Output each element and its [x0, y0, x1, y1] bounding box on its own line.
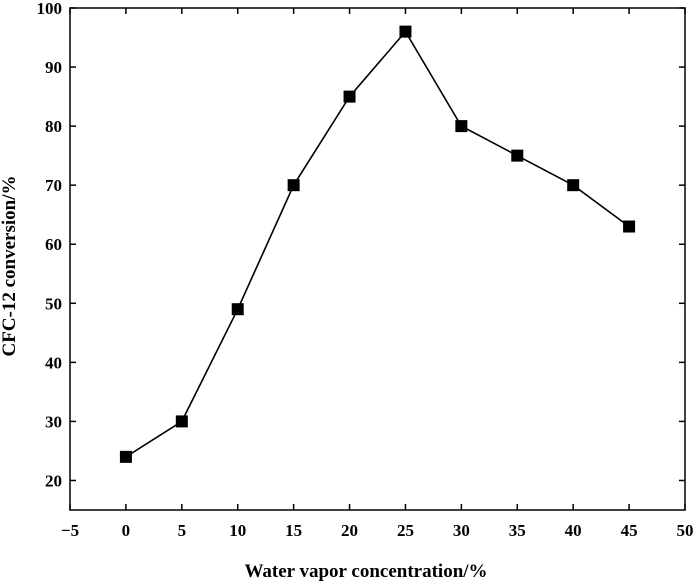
x-tick-label: 40	[565, 521, 582, 540]
x-axis-title: Water vapor concentration/%	[244, 561, 487, 582]
x-tick-label: 50	[677, 521, 694, 540]
x-tick-label: 25	[397, 521, 414, 540]
y-tick-label: 20	[45, 471, 62, 490]
data-point-marker	[287, 179, 300, 192]
series-markers	[119, 25, 636, 463]
x-tick-label: 5	[178, 521, 187, 540]
data-point-marker	[455, 120, 468, 133]
x-tick-label: −5	[61, 521, 79, 540]
x-tick-label: 45	[621, 521, 638, 540]
x-tick-label: 0	[122, 521, 131, 540]
x-axis: −5 0 5 10 15 20 25 30 35 40 45 50	[61, 8, 694, 540]
data-point-marker	[119, 450, 132, 463]
x-tick-label: 35	[509, 521, 526, 540]
x-tick-label: 15	[285, 521, 302, 540]
y-tick-label: 50	[45, 294, 62, 313]
data-point-marker	[623, 220, 636, 233]
data-point-marker	[399, 25, 412, 38]
y-tick-label: 70	[45, 176, 62, 195]
y-tick-label: 60	[45, 235, 62, 254]
y-tick-label: 80	[45, 117, 62, 136]
series-line	[125, 30, 630, 458]
y-tick-label: 100	[37, 0, 63, 18]
x-tick-label: 10	[229, 521, 246, 540]
y-tick-label: 30	[45, 412, 62, 431]
x-tick-label: 30	[453, 521, 470, 540]
plot-frame	[69, 7, 686, 511]
y-tick-label: 90	[45, 58, 62, 77]
data-point-marker	[511, 149, 524, 162]
data-point-marker	[231, 303, 244, 316]
x-tick-label: 20	[341, 521, 358, 540]
data-point-marker	[175, 415, 188, 428]
y-axis-title: CFC-12 conversion/%	[0, 175, 20, 356]
data-point-marker	[567, 179, 580, 192]
y-axis: 20 30 40 50 60 70 80 90 100	[37, 0, 685, 490]
y-tick-label: 40	[45, 353, 62, 372]
data-point-marker	[343, 90, 356, 103]
